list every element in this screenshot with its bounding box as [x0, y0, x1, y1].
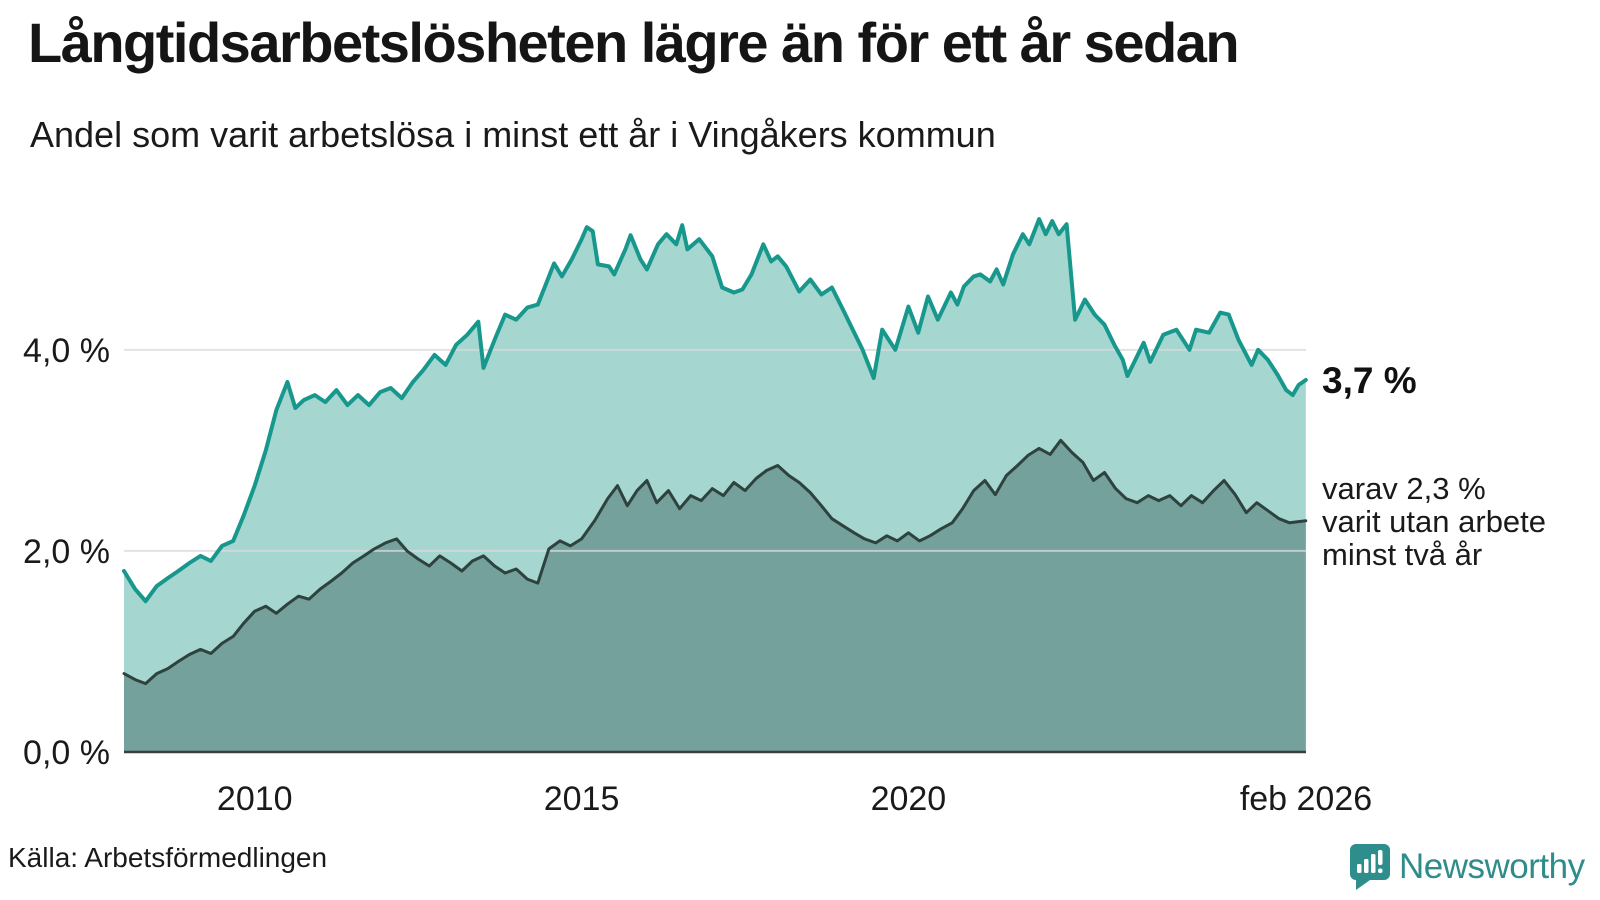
y-tick-label: 2,0 % [23, 533, 110, 571]
chart-subtitle: Andel som varit arbetslösa i minst ett å… [30, 114, 996, 155]
x-tick-label: 2010 [217, 780, 293, 818]
exclamation-dot [1378, 868, 1383, 873]
series-area-1 [124, 440, 1306, 752]
x-tick-label: 2015 [544, 780, 620, 818]
page-title: Långtidsarbetslösheten lägre än för ett … [28, 11, 1240, 74]
speech-bubble-shape [1350, 844, 1390, 890]
x-tick-label: 2020 [871, 780, 947, 818]
source-note: Källa: Arbetsförmedlingen [8, 842, 328, 873]
newsworthy-logo-icon [1350, 844, 1390, 890]
y-tick-label: 4,0 % [23, 332, 110, 370]
exclamation-bar [1378, 850, 1383, 865]
bar-3 [1371, 854, 1376, 873]
series-line-0 [122, 217, 1308, 604]
series-line-1 [122, 438, 1308, 686]
bar-2 [1364, 859, 1369, 873]
newsworthy-logo: Newsworthy [1348, 842, 1585, 892]
side-note-line: minst två år [1322, 537, 1482, 572]
newsworthy-logo-text: Newsworthy [1399, 847, 1585, 886]
side-note-line: varav 2,3 % [1322, 471, 1486, 506]
y-tick-label: 0,0 % [23, 734, 110, 772]
end-value-label: 3,7 % [1322, 360, 1417, 401]
bar-1 [1357, 864, 1362, 873]
x-tick-label: feb 2026 [1240, 780, 1372, 818]
side-note-line: varit utan arbete [1322, 504, 1546, 539]
